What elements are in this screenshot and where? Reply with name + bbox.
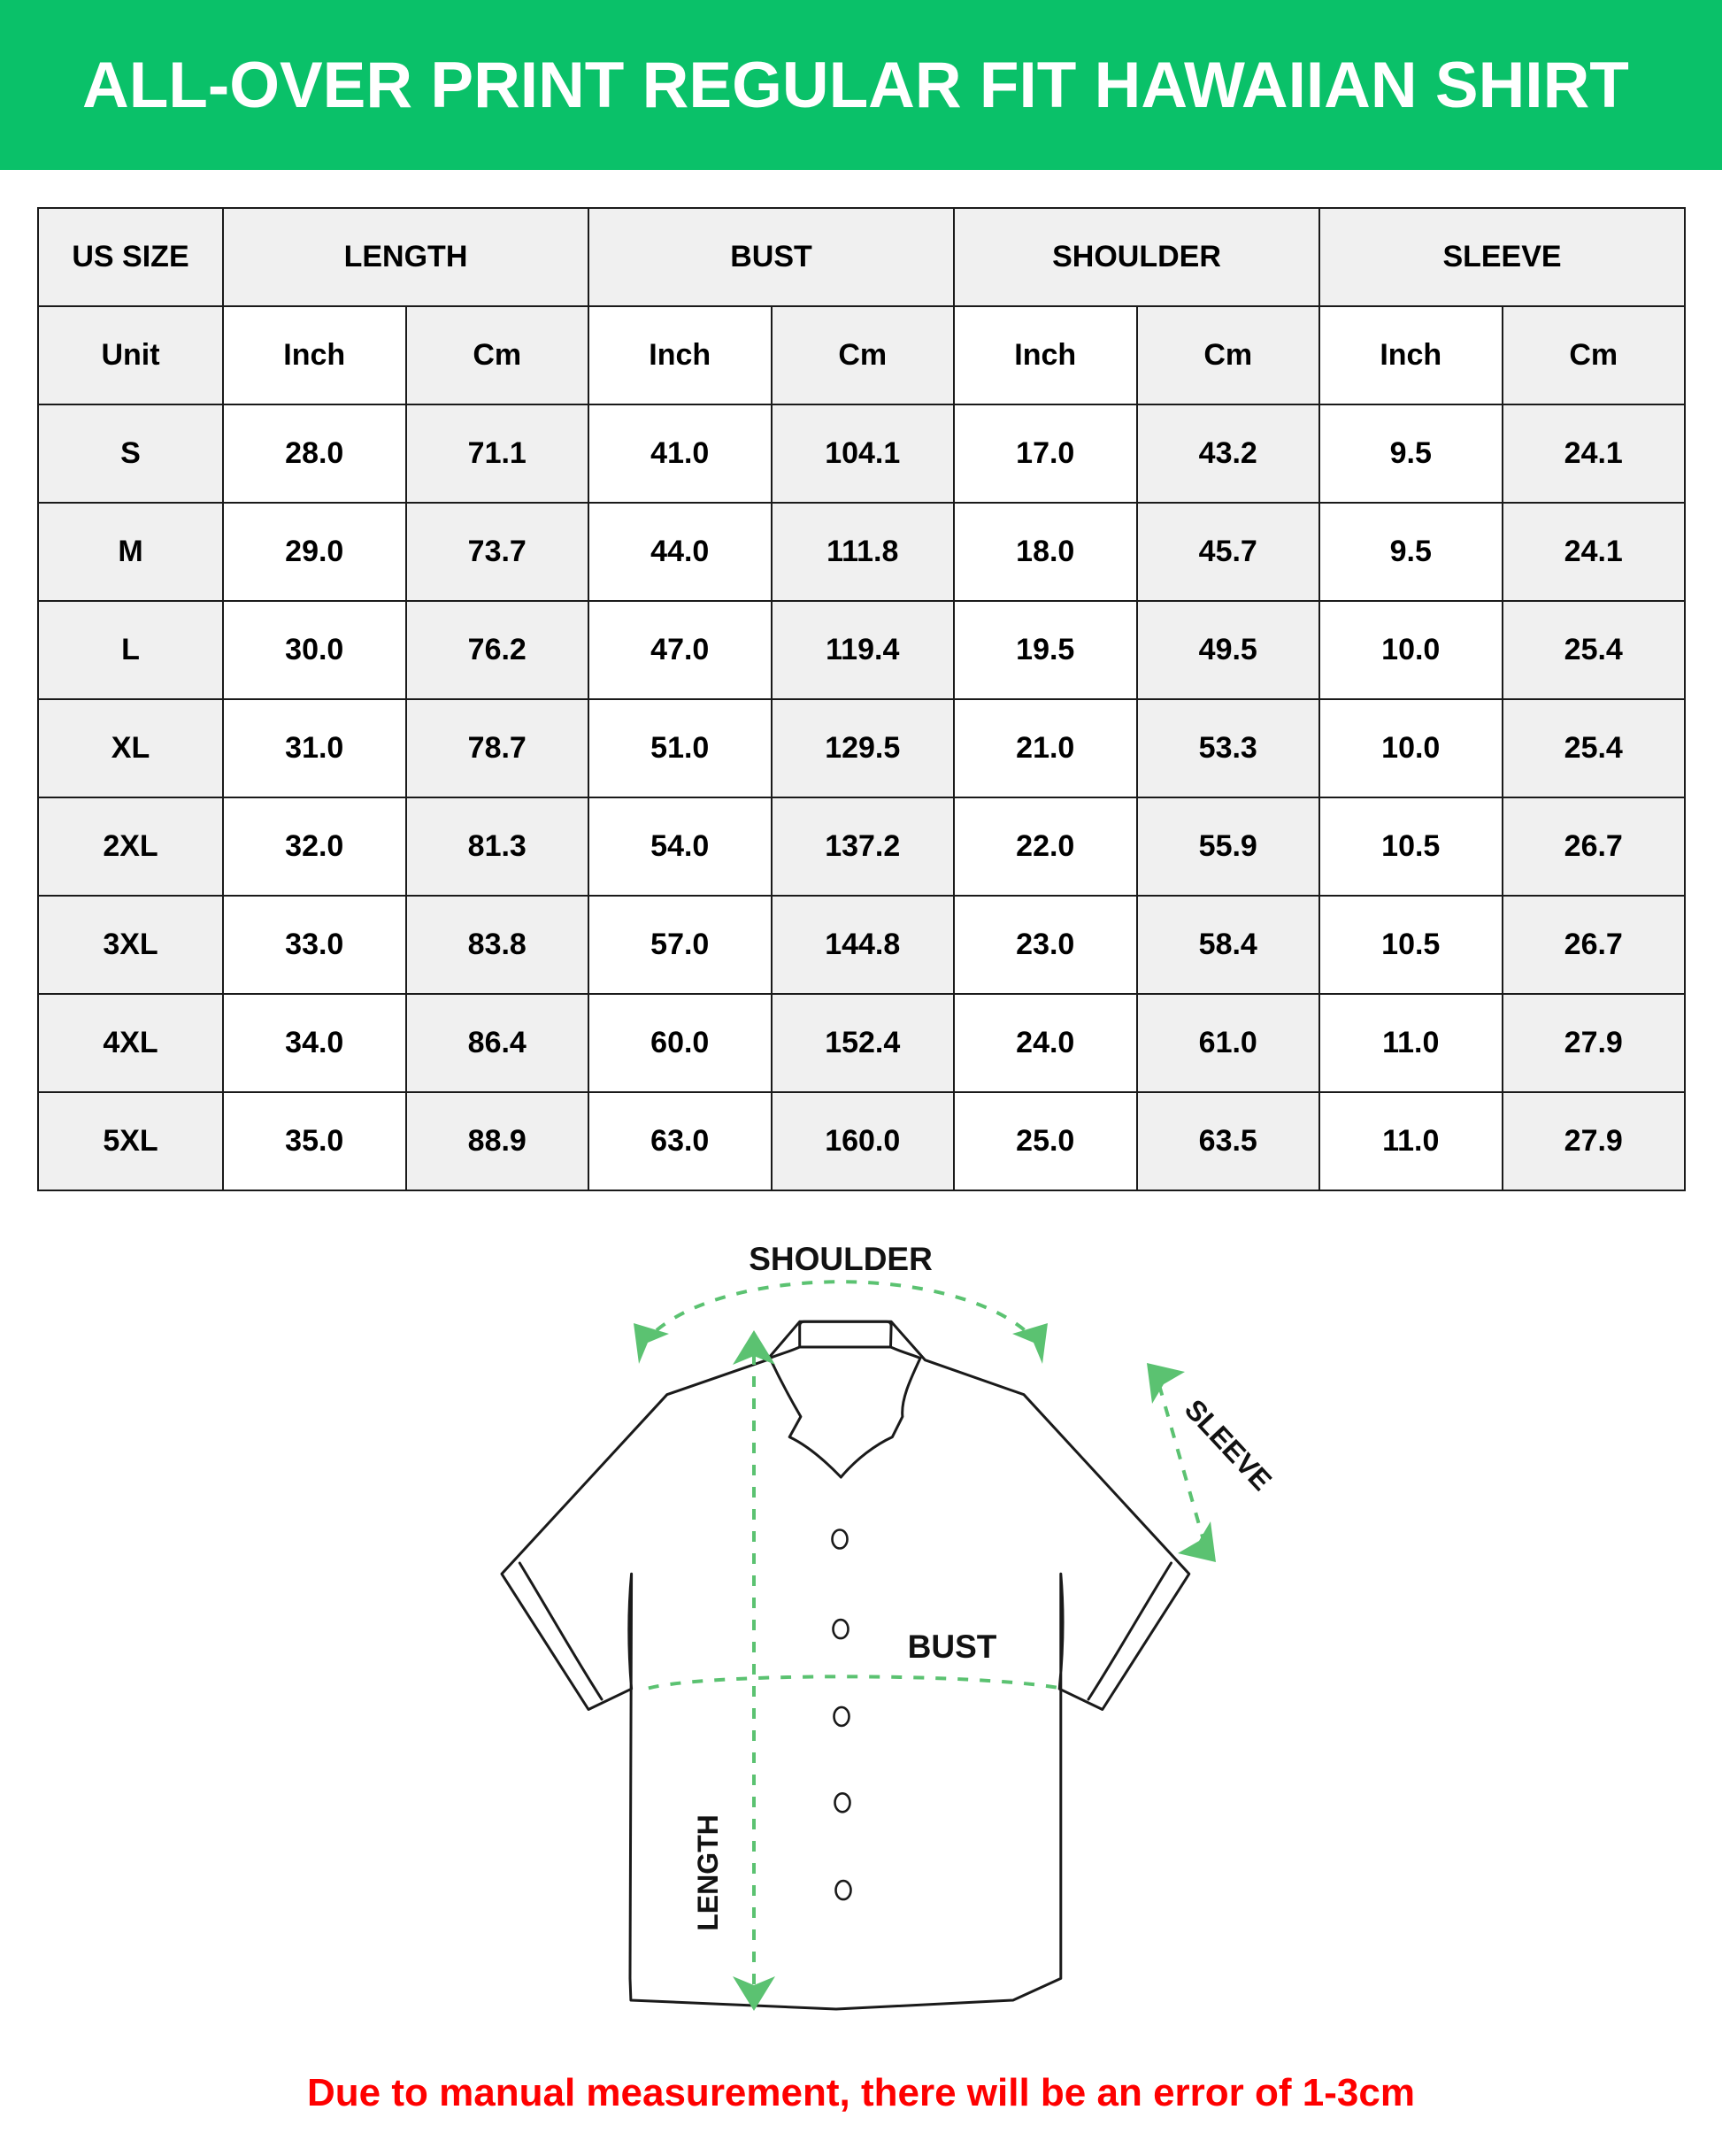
- svg-text:BUST: BUST: [908, 1629, 997, 1665]
- svg-text:LENGTH: LENGTH: [692, 1814, 724, 1931]
- svg-text:SLEEVE: SLEEVE: [1179, 1393, 1278, 1497]
- svg-text:SHOULDER: SHOULDER: [749, 1241, 933, 1277]
